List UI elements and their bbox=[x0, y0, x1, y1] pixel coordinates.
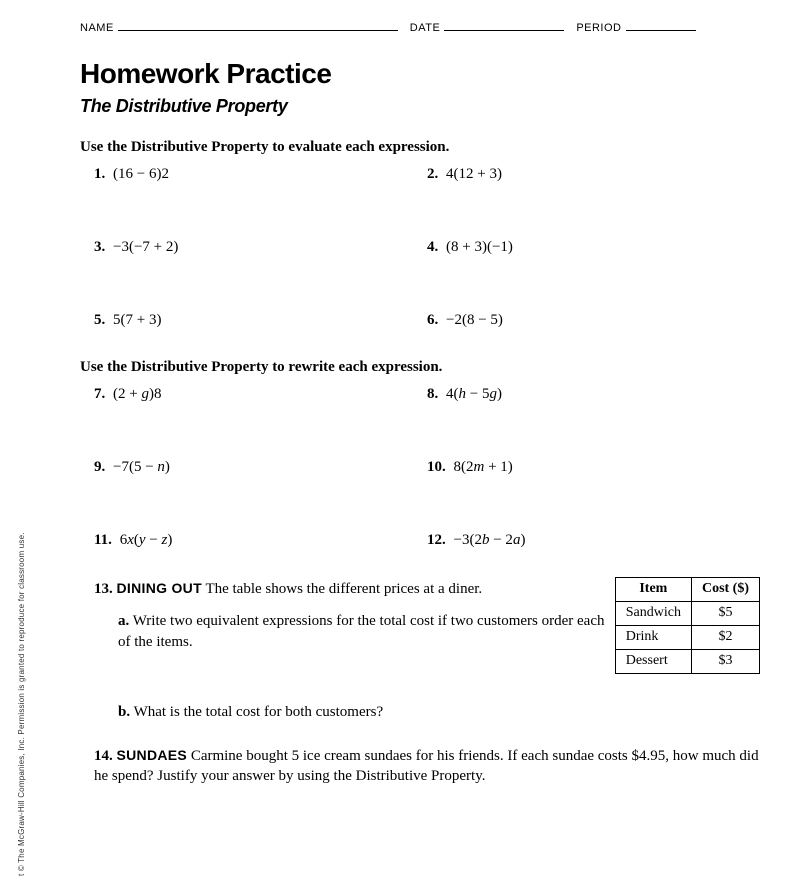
table-row: Dessert $3 bbox=[615, 649, 759, 673]
problem-10: 10. 8(2m + 1) bbox=[427, 459, 760, 476]
table-row: Drink $2 bbox=[615, 625, 759, 649]
problem-3: 3. −3(−7 + 2) bbox=[94, 239, 427, 256]
section1-problems: 1. (16 − 6)2 2. 4(12 + 3) 3. −3(−7 + 2) … bbox=[94, 166, 760, 329]
table-head-item: Item bbox=[615, 578, 691, 602]
title-main: Homework Practice bbox=[80, 58, 760, 90]
problem-5: 5. 5(7 + 3) bbox=[94, 312, 427, 329]
problem-13b: b. What is the total cost for both custo… bbox=[118, 702, 760, 722]
title-sub: The Distributive Property bbox=[80, 96, 760, 117]
problem-7: 7. (2 + g)8 bbox=[94, 386, 427, 403]
problem-2: 2. 4(12 + 3) bbox=[427, 166, 760, 183]
header-fields: NAME DATE PERIOD bbox=[80, 20, 760, 34]
problem-8: 8. 4(h − 5g) bbox=[427, 386, 760, 403]
date-label: DATE bbox=[410, 22, 441, 34]
period-label: PERIOD bbox=[576, 22, 621, 34]
name-blank[interactable] bbox=[118, 20, 398, 31]
section2-instructions: Use the Distributive Property to rewrite… bbox=[80, 359, 760, 376]
copyright-text: t © The McGraw-Hill Companies, Inc. Perm… bbox=[17, 532, 26, 876]
problem-9: 9. −7(5 − n) bbox=[94, 459, 427, 476]
period-blank[interactable] bbox=[626, 20, 696, 31]
table-head-cost: Cost ($) bbox=[691, 578, 759, 602]
worksheet-page: NAME DATE PERIOD Homework Practice The D… bbox=[0, 0, 800, 806]
problem-14: 14. SUNDAES Carmine bought 5 ice cream s… bbox=[94, 746, 760, 787]
table-row: Sandwich $5 bbox=[615, 601, 759, 625]
date-blank[interactable] bbox=[444, 20, 564, 31]
name-label: NAME bbox=[80, 22, 114, 34]
diner-price-table: Item Cost ($) Sandwich $5 Drink $2 Desse… bbox=[615, 577, 760, 674]
problem-12: 12. −3(2b − 2a) bbox=[427, 532, 760, 549]
problem-13a: a. Write two equivalent expressions for … bbox=[118, 611, 607, 652]
problem-4: 4. (8 + 3)(−1) bbox=[427, 239, 760, 256]
problem-11: 11. 6x(y − z) bbox=[94, 532, 427, 549]
problem-13: 13. DINING OUT The table shows the diffe… bbox=[94, 579, 760, 674]
section2-problems: 7. (2 + g)8 8. 4(h − 5g) 9. −7(5 − n) 10… bbox=[94, 386, 760, 549]
problem-1: 1. (16 − 6)2 bbox=[94, 166, 427, 183]
problem-6: 6. −2(8 − 5) bbox=[427, 312, 760, 329]
section1-instructions: Use the Distributive Property to evaluat… bbox=[80, 139, 760, 156]
